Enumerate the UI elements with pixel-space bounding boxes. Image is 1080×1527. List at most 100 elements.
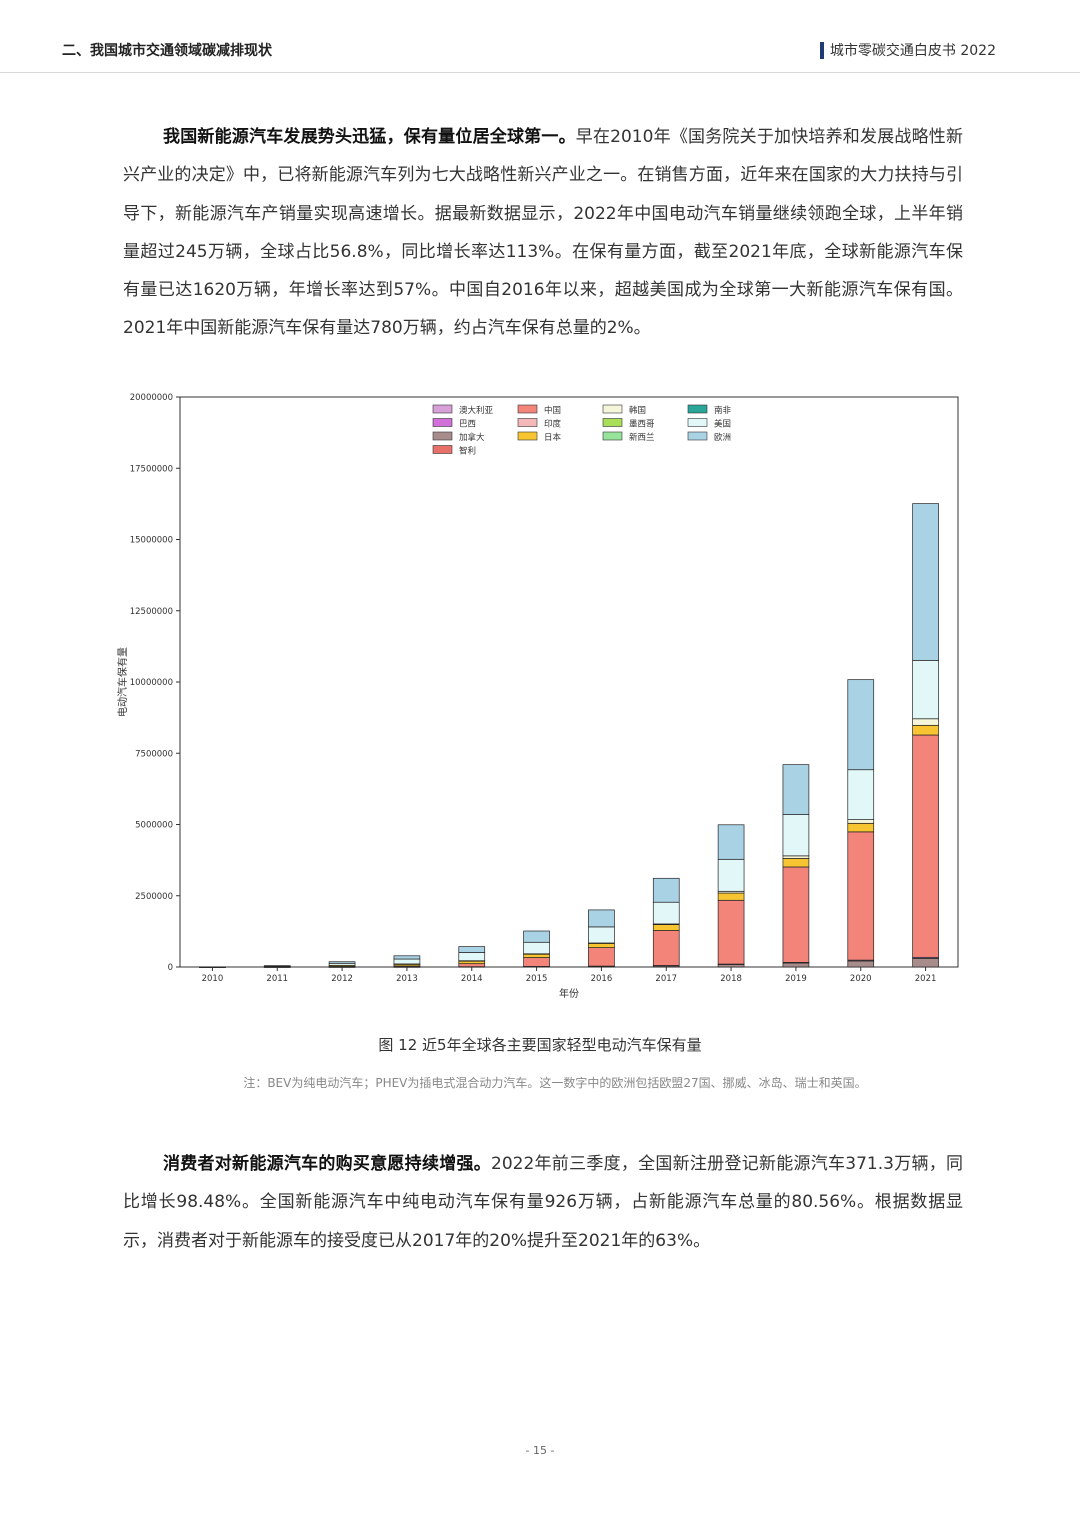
bar-segment (652, 930, 680, 966)
bar-segment (912, 503, 939, 661)
bar-segment (393, 958, 421, 965)
figure-note: 注：BEV为纯电动汽车；PHEV为插电式混合动力汽车。这一数字中的欧洲包括欧盟2… (243, 1076, 867, 1090)
legend-swatch (602, 404, 623, 414)
x-tick-label: 2016 (591, 974, 613, 984)
x-tick-label: 2011 (266, 974, 288, 984)
bar-segment (912, 734, 939, 958)
legend-label: 韩国 (629, 405, 646, 416)
legend-label: 澳大利亚 (459, 405, 494, 416)
legend-swatch (432, 404, 453, 414)
bar-segment (652, 877, 680, 903)
legend-label: 南非 (714, 405, 732, 416)
y-tick-label: 20000000 (130, 393, 173, 403)
doc-title-block: 城市零碳交通白皮书 2022 (819, 40, 996, 60)
bar-segment (652, 901, 680, 925)
bar-segment (782, 962, 810, 968)
paragraph-lead: 我国新能源汽车发展势头迅猛，保有量位居全球第一。 (163, 127, 576, 147)
bar-segment (588, 926, 615, 944)
bar-segment (912, 958, 939, 968)
legend-label: 日本 (544, 432, 562, 443)
y-axis-label: 电动汽车保有量 (116, 647, 129, 717)
paragraph-body: 早在2010年《国务院关于加快培养和发展战略性新兴产业的决定》中，已将新能源汽车… (123, 127, 963, 339)
doc-title: 城市零碳交通白皮书 2022 (829, 43, 996, 59)
plot-frame (179, 396, 959, 968)
x-tick-label: 2010 (202, 974, 224, 984)
bar-segment (588, 947, 615, 967)
page-header: 二、我国城市交通领域碳减排现状 城市零碳交通白皮书 2022 (0, 0, 1080, 73)
x-tick-label: 2021 (915, 974, 937, 984)
paragraph-body: 2022年前三季度，全国新注册登记新能源汽车371.3万辆，同比增长98.48%… (123, 1154, 964, 1251)
bar-segment (782, 858, 810, 868)
legend-label: 中国 (544, 405, 561, 416)
bar-segment (717, 824, 745, 860)
bar-segment (458, 946, 486, 953)
legend-label: 新西兰 (629, 432, 655, 443)
legend-swatch (517, 431, 538, 441)
stacked-bar-chart: 0 2500000 5000000 7500000 10000000 12500000 15… (116, 393, 959, 1000)
bar-segment (782, 855, 810, 859)
x-tick-label: 2018 (720, 974, 742, 984)
bar-segment (588, 942, 615, 948)
x-axis-label: 年份 (559, 987, 579, 1000)
bar-segment (717, 899, 745, 965)
bar-segment (847, 819, 875, 824)
y-tick-label: 10000000 (130, 678, 173, 688)
ev-stock-chart: 0 2500000 5000000 7500000 10000000 12500000 15… (110, 385, 970, 1005)
y-tick-label: 5000000 (135, 821, 173, 831)
bar-segment (458, 963, 486, 968)
page-number: - 15 - (525, 1444, 555, 1457)
legend-swatch (602, 418, 623, 427)
legend-label: 智利 (459, 446, 476, 457)
bar-segment (717, 892, 745, 901)
legend-label: 加拿大 (459, 432, 485, 443)
bar-segment (847, 831, 875, 961)
x-tick-label: 2014 (461, 974, 483, 984)
legend-swatch (432, 445, 453, 454)
bar-segment (782, 764, 810, 815)
paragraph-ev-development: 我国新能源汽车发展势头迅猛，保有量位居全球第一。早在2010年《国务院关于加快培… (123, 118, 963, 348)
header-accent-bar (819, 41, 824, 59)
bar-segment (847, 769, 875, 820)
x-tick-label: 2020 (850, 974, 872, 984)
x-tick-label: 2019 (785, 974, 807, 984)
bar-segment (847, 679, 875, 771)
bar-segment (458, 952, 486, 962)
y-tick-label: 12500000 (130, 607, 173, 617)
legend-label: 巴西 (459, 420, 476, 430)
legend-swatch (687, 404, 708, 414)
y-tick-label: 15000000 (130, 536, 173, 546)
legend-swatch (687, 431, 708, 441)
legend-swatch (602, 431, 623, 441)
bar-segment (523, 930, 550, 943)
bar-segment (782, 866, 810, 963)
legend-label: 美国 (714, 419, 731, 430)
y-tick-label: 2500000 (135, 892, 173, 902)
bar-segment (328, 961, 356, 964)
y-tick-label: 17500000 (130, 464, 173, 474)
x-tick-label: 2015 (526, 974, 548, 984)
legend-label: 欧洲 (714, 432, 731, 443)
legend-label: 墨西哥 (629, 420, 655, 430)
legend-swatch (432, 418, 453, 427)
paragraph-consumer-intent: 消费者对新能源汽车的购买意愿持续增强。2022年前三季度，全国新注册登记新能源汽… (123, 1145, 963, 1260)
legend-swatch (517, 418, 538, 427)
legend-swatch (517, 404, 538, 414)
paragraph-lead: 消费者对新能源汽车的购买意愿持续增强。 (163, 1154, 492, 1174)
figure-caption: 图 12 近5年全球各主要国家轻型电动汽车保有量 (378, 1036, 702, 1054)
section-title: 二、我国城市交通领域碳减排现状 (62, 43, 272, 59)
x-tick-label: 2012 (331, 974, 353, 984)
y-tick-label: 0 (168, 963, 173, 973)
bar-segment (912, 724, 939, 736)
bar-segment (782, 814, 810, 857)
bar-segment (847, 960, 875, 968)
x-tick-label: 2013 (396, 974, 418, 984)
bar-segment (588, 909, 615, 928)
legend-swatch (687, 418, 708, 427)
bar-segment (912, 718, 939, 726)
bar-segment (523, 957, 550, 967)
y-tick-label: 7500000 (135, 749, 173, 759)
bar-segment (523, 941, 550, 955)
bar-segment (263, 965, 291, 967)
bar-segment (847, 822, 875, 833)
legend-label: 印度 (544, 419, 562, 430)
